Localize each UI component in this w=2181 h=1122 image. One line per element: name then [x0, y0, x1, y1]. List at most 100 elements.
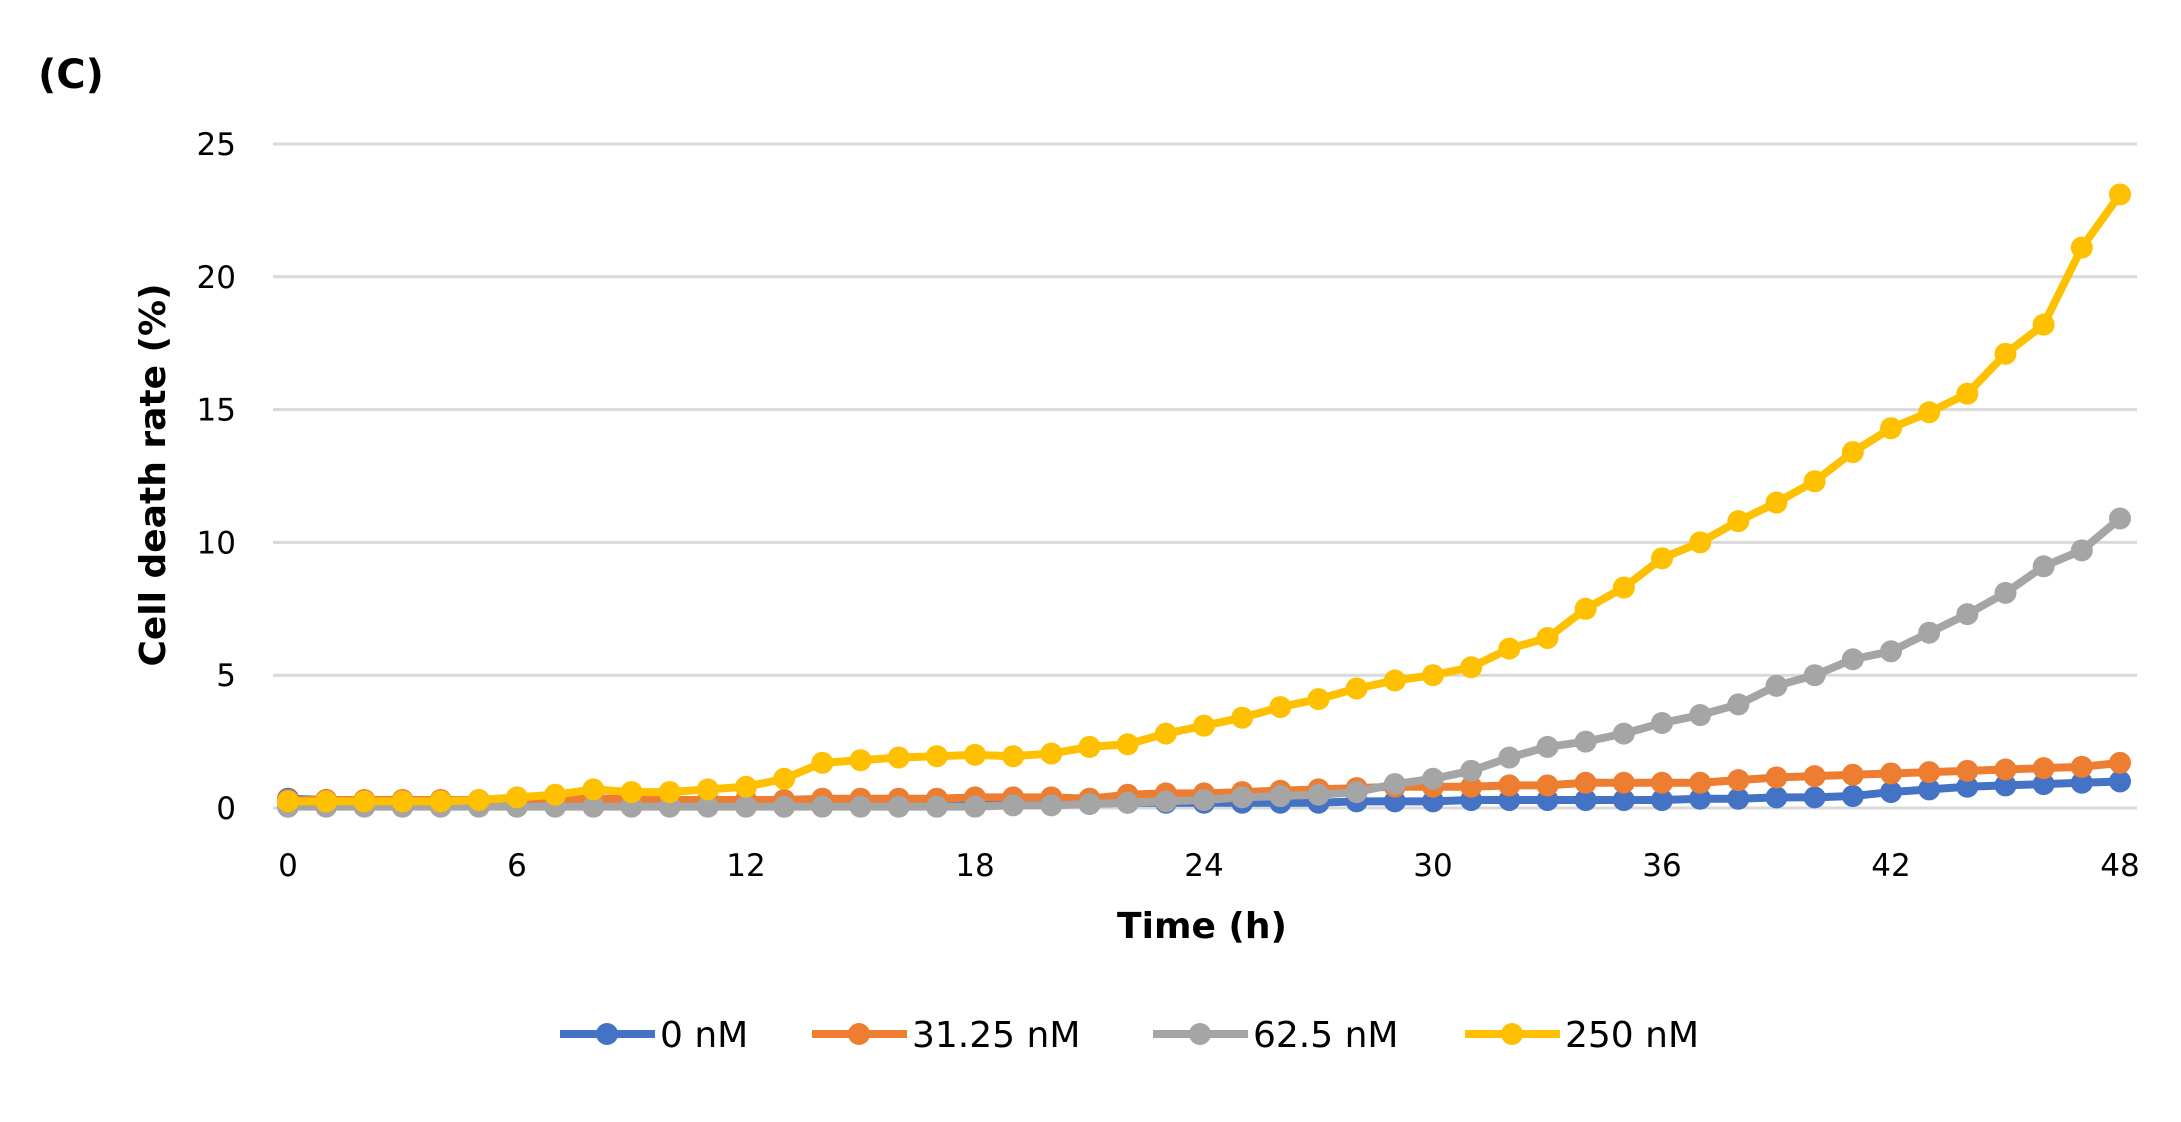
data-point — [658, 781, 681, 804]
data-point — [1689, 771, 1712, 794]
data-point — [1727, 510, 1750, 533]
data-point — [1612, 722, 1635, 745]
data-point — [1498, 637, 1521, 660]
data-point — [2032, 773, 2055, 796]
data-point — [1383, 773, 1406, 796]
data-point — [1078, 793, 1101, 816]
data-point — [1918, 621, 1941, 644]
x-tick-label: 42 — [1871, 848, 1910, 884]
data-point — [1880, 417, 1902, 440]
data-point — [1841, 785, 1864, 808]
data-point — [1727, 693, 1750, 716]
data-point — [1536, 774, 1559, 797]
data-point — [1956, 382, 1979, 405]
data-point — [773, 795, 796, 818]
data-point — [1040, 794, 1063, 817]
data-point — [849, 795, 872, 818]
data-point — [1918, 761, 1941, 784]
data-point — [1880, 640, 1902, 663]
data-point — [1154, 722, 1177, 745]
data-point — [1498, 746, 1521, 769]
data-point — [1918, 401, 1941, 424]
data-point — [1651, 712, 1673, 735]
data-point — [1536, 735, 1559, 758]
data-point — [925, 745, 948, 768]
data-point — [1765, 766, 1788, 789]
y-tick-label: 10 — [197, 525, 236, 561]
data-point — [1307, 688, 1330, 711]
data-point — [1231, 786, 1254, 809]
data-point — [1841, 648, 1864, 671]
x-tick-label: 48 — [2100, 848, 2139, 884]
data-point — [1078, 735, 1101, 758]
data-point — [1193, 789, 1215, 812]
legend-label: 62.5 nM — [1253, 1015, 1398, 1056]
data-point — [1345, 781, 1368, 804]
data-point — [735, 795, 757, 818]
data-point — [2109, 751, 2131, 774]
data-point — [1803, 786, 1826, 809]
y-tick-label: 15 — [197, 393, 236, 429]
y-tick-label: 25 — [197, 127, 236, 163]
data-point — [964, 795, 986, 818]
data-point — [735, 775, 757, 798]
x-axis-title: Time (h) — [1117, 906, 1287, 947]
legend-label: 31.25 nM — [912, 1015, 1080, 1056]
data-point — [544, 783, 567, 806]
data-point — [1612, 771, 1635, 794]
legend-label: 0 nM — [660, 1015, 748, 1056]
legend-point-marker — [1189, 1023, 1211, 1045]
data-point — [1956, 603, 1979, 626]
data-point — [2109, 507, 2131, 530]
data-point — [1574, 730, 1597, 753]
data-point — [925, 795, 948, 818]
data-point — [1956, 759, 1979, 782]
data-point — [1994, 342, 2017, 365]
x-tick-label: 12 — [726, 848, 765, 884]
y-tick-label: 20 — [197, 260, 236, 296]
data-point — [467, 789, 490, 812]
data-point — [887, 795, 910, 818]
data-point — [849, 749, 872, 772]
data-point — [1765, 786, 1788, 809]
series-group — [277, 183, 2131, 818]
data-point — [1460, 759, 1483, 782]
legend-item: 31.25 nM — [812, 1015, 1080, 1056]
data-point — [1727, 787, 1750, 810]
data-point — [1422, 767, 1444, 790]
data-point — [2032, 313, 2055, 336]
data-point — [1880, 781, 1902, 804]
data-point — [429, 790, 452, 813]
data-point — [353, 790, 376, 813]
series-250-nm — [277, 183, 2131, 813]
data-point — [964, 743, 986, 766]
panel-label: (C) — [38, 52, 104, 98]
data-point — [1994, 758, 2017, 781]
x-tick-label: 36 — [1642, 848, 1681, 884]
data-point — [1994, 581, 2017, 604]
data-point — [1536, 627, 1559, 650]
data-point — [1880, 762, 1902, 785]
data-point — [811, 795, 834, 818]
data-point — [1841, 763, 1864, 786]
data-point — [696, 795, 719, 818]
data-point — [1727, 769, 1750, 792]
gridlines — [273, 142, 2137, 810]
data-point — [1612, 789, 1635, 812]
data-point — [1383, 669, 1406, 692]
data-point — [582, 778, 605, 801]
data-point — [887, 746, 910, 769]
data-point — [696, 778, 719, 801]
data-point — [1765, 674, 1788, 697]
x-tick-label: 24 — [1184, 848, 1223, 884]
data-point — [2109, 770, 2131, 793]
x-tick-label: 0 — [278, 848, 298, 884]
y-axis-title: Cell death rate (%) — [133, 283, 174, 666]
data-point — [1422, 664, 1444, 687]
data-point — [620, 781, 643, 804]
data-point — [1651, 789, 1673, 812]
data-point — [1460, 775, 1483, 798]
data-point — [1193, 714, 1215, 737]
data-point — [2070, 539, 2093, 562]
